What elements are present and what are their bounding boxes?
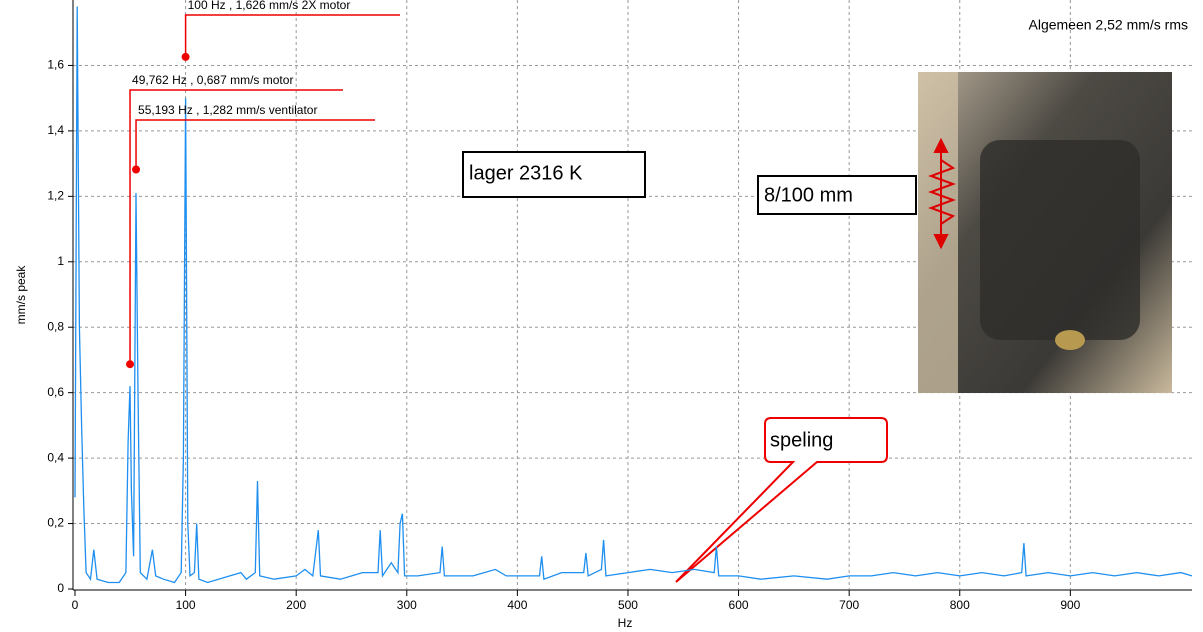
- y-tick-label: 0,2: [47, 516, 64, 530]
- y-axis-label: mm/s peak: [14, 265, 28, 325]
- annotation-label: 100 Hz , 1,626 mm/s 2X motor: [188, 0, 351, 12]
- annotation-marker: [132, 165, 141, 174]
- bearing-label: lager 2316 K: [469, 162, 583, 184]
- callout-label: speling: [770, 429, 833, 451]
- annotation-leader: [184, 14, 400, 57]
- x-tick-label: 200: [286, 598, 306, 612]
- x-tick-label: 300: [397, 598, 417, 612]
- x-tick-label: 400: [507, 598, 527, 612]
- clearance-box: [757, 175, 917, 215]
- y-tick-label: 0,6: [47, 385, 64, 399]
- zigzag-arrow: [928, 137, 956, 250]
- y-tick-label: 0: [57, 581, 64, 595]
- x-tick-label: 0: [72, 598, 79, 612]
- x-tick-label: 600: [729, 598, 749, 612]
- speling-callout: [675, 417, 888, 583]
- y-tick-label: 1,6: [47, 58, 64, 72]
- annotation-marker: [126, 360, 135, 369]
- y-tick-label: 1,4: [47, 123, 64, 137]
- annotation-label: 49,762 Hz , 0,687 mm/s motor: [132, 73, 293, 87]
- photo: [918, 72, 1172, 393]
- y-tick-label: 1,2: [47, 189, 64, 203]
- y-tick-label: 0,4: [47, 450, 64, 464]
- x-tick-label: 500: [618, 598, 638, 612]
- y-tick-label: 0,8: [47, 319, 64, 333]
- x-tick-label: 700: [839, 598, 859, 612]
- annotation-leader: [135, 119, 375, 170]
- x-tick-label: 800: [950, 598, 970, 612]
- y-tick-label: 1: [57, 254, 64, 268]
- annotation-leader: [129, 89, 343, 365]
- clearance-label: 8/100 mm: [764, 184, 853, 206]
- bearing-box: [462, 151, 646, 198]
- annotation-label: 55,193 Hz , 1,282 mm/s ventilator: [138, 103, 317, 117]
- annotation-marker: [181, 52, 190, 61]
- x-axis-label: Hz: [618, 616, 633, 630]
- spectrum-line: [74, 6, 1193, 584]
- x-tick-label: 900: [1060, 598, 1080, 612]
- x-tick-label: 100: [176, 598, 196, 612]
- overall-label: Algemeen 2,52 mm/s rms: [1029, 17, 1189, 33]
